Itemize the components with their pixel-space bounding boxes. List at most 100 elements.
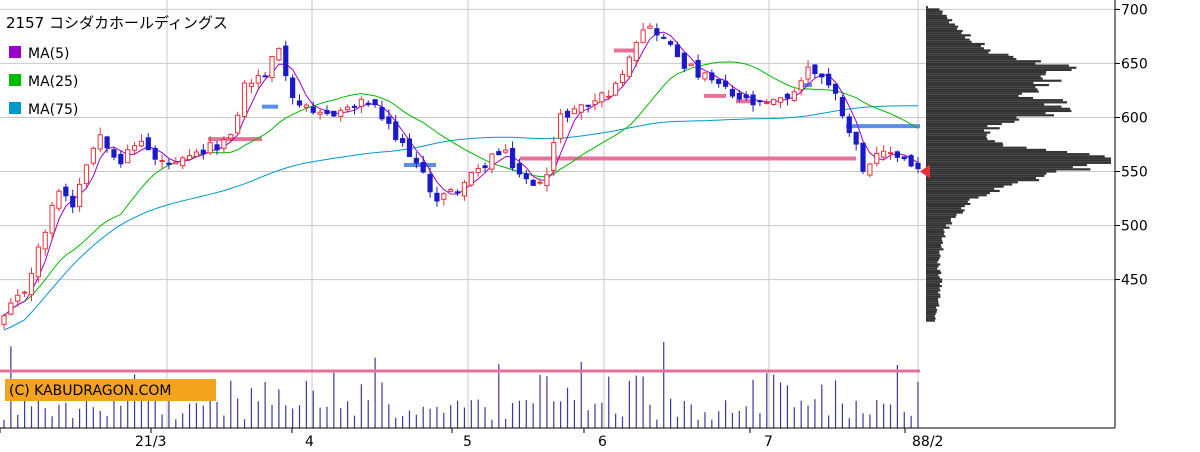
candle-body xyxy=(757,100,763,103)
profile-bar xyxy=(926,194,987,197)
candle-body xyxy=(131,145,138,151)
profile-bar xyxy=(926,6,928,9)
candle-body xyxy=(317,111,323,115)
candle-body xyxy=(255,75,261,84)
candle-body xyxy=(716,79,722,84)
x-tick-label: 5 xyxy=(463,434,472,450)
profile-bar xyxy=(926,209,965,212)
profile-bar xyxy=(926,293,941,296)
candle-body xyxy=(248,82,254,87)
profile-bar xyxy=(926,274,939,277)
profile-bar xyxy=(926,51,989,54)
profile-bar xyxy=(926,125,988,128)
legend: MA(5) MA(25) MA(75) xyxy=(9,46,78,118)
profile-bar xyxy=(926,148,1047,151)
profile-bar xyxy=(926,88,1038,91)
candle-body xyxy=(613,82,619,96)
grid xyxy=(0,0,1115,433)
candle-body xyxy=(180,157,186,167)
profile-bar xyxy=(926,207,962,210)
profile-bar xyxy=(926,297,939,301)
profile-bar xyxy=(926,34,971,37)
profile-bar xyxy=(926,291,939,294)
candle-body xyxy=(90,147,96,164)
profile-bar xyxy=(926,114,1055,117)
profile-bar xyxy=(926,211,963,214)
candle-body xyxy=(736,92,742,100)
profile-bar xyxy=(926,107,1071,110)
legend-label-ma25: MA(25) xyxy=(28,74,78,90)
profile-bar xyxy=(926,246,942,249)
volume-profile xyxy=(926,6,1111,322)
profile-bar xyxy=(926,276,940,279)
candle-body xyxy=(784,93,791,99)
profile-bar xyxy=(926,287,940,290)
profile-bar xyxy=(926,161,1111,164)
candle-body xyxy=(104,136,110,149)
profile-bar xyxy=(926,90,1039,93)
y-tick-label: 700 xyxy=(1121,2,1148,18)
profile-bar xyxy=(926,64,1069,67)
copyright-text: (C) KABUDRAGON.COM xyxy=(9,383,171,399)
y-tick-label: 500 xyxy=(1121,219,1148,235)
profile-bar xyxy=(926,213,957,216)
profile-bar xyxy=(926,272,942,275)
candle-body xyxy=(125,149,131,164)
profile-bar xyxy=(926,101,1068,104)
profile-bar xyxy=(926,269,941,272)
candle-body xyxy=(881,150,887,158)
candle-body xyxy=(764,102,770,105)
profile-bar xyxy=(926,313,936,316)
candle-body xyxy=(592,100,598,105)
profile-bar xyxy=(926,23,955,26)
candle-body xyxy=(345,106,351,111)
candle-body xyxy=(482,165,488,169)
profile-bar xyxy=(926,250,940,253)
profile-bar xyxy=(926,289,941,292)
profile-bar xyxy=(926,99,1063,102)
profile-bar xyxy=(926,129,985,132)
profile-bar xyxy=(926,36,966,39)
candle-body xyxy=(372,99,378,106)
candlesticks xyxy=(1,22,921,330)
candle-body xyxy=(599,92,605,103)
candle-body xyxy=(283,45,289,77)
candle-body xyxy=(558,113,564,139)
profile-bar xyxy=(926,68,1072,71)
ma75-line xyxy=(3,105,918,331)
profile-bar xyxy=(926,75,1041,78)
candle-body xyxy=(15,294,21,302)
profile-bar xyxy=(926,10,943,13)
profile-bar xyxy=(926,243,941,247)
profile-bar xyxy=(926,66,1077,69)
profile-bar xyxy=(926,19,953,22)
candle-body xyxy=(771,98,777,106)
profile-bar xyxy=(926,77,1043,80)
candle-body xyxy=(915,162,921,170)
profile-bar xyxy=(926,181,1018,184)
candle-body xyxy=(551,141,557,172)
candle-body xyxy=(791,91,797,101)
profile-bar xyxy=(926,198,970,201)
profile-bar xyxy=(926,133,987,136)
candle-body xyxy=(118,153,124,165)
profile-bar xyxy=(926,103,1045,106)
profile-bar xyxy=(926,25,959,28)
candle-body xyxy=(70,195,76,208)
candle-body xyxy=(200,149,206,155)
candle-body xyxy=(564,110,571,118)
candle-body xyxy=(324,110,330,115)
candle-body xyxy=(537,181,543,184)
profile-bar xyxy=(926,235,946,238)
candle-body xyxy=(702,72,708,80)
profile-bar xyxy=(926,120,1015,123)
profile-bar xyxy=(926,105,1062,108)
candle-body xyxy=(235,114,241,134)
profile-bar xyxy=(926,140,995,143)
profile-bar xyxy=(926,81,1034,84)
candle-body xyxy=(379,106,385,120)
profile-bar xyxy=(926,278,943,281)
profile-bar xyxy=(926,226,950,229)
profile-bar xyxy=(926,179,1040,182)
